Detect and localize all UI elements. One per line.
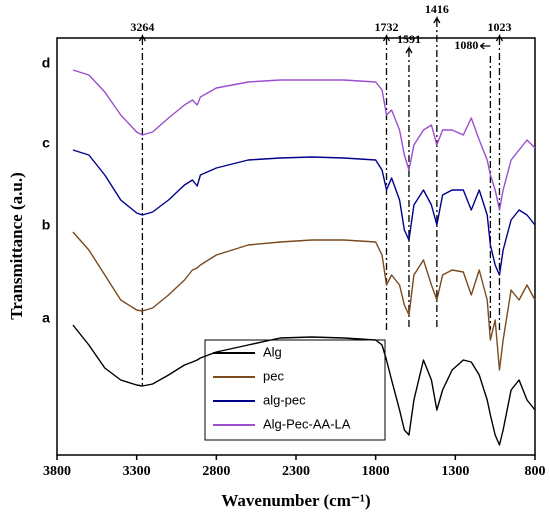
legend-box: [204, 339, 386, 441]
peak-label: 1080: [454, 38, 478, 52]
x-axis-label: Wavenumber (cm⁻¹): [221, 491, 370, 510]
x-tick-label: 2300: [282, 464, 310, 479]
series-line: [72, 69, 536, 211]
curve-label: d: [42, 55, 51, 71]
legend-label: alg-pec: [263, 392, 306, 407]
series-line: [72, 324, 536, 446]
peak-label: 1023: [487, 20, 511, 34]
x-tick-label: 2800: [202, 464, 230, 479]
x-tick-label: 1300: [441, 464, 469, 479]
peak-label: 1416: [425, 2, 449, 16]
series-line: [72, 149, 536, 276]
peak-arrow: [382, 33, 391, 42]
peak-arrow: [479, 42, 491, 50]
peak-arrow: [405, 45, 413, 54]
peak-label: 3264: [130, 20, 154, 34]
x-tick-label: 1800: [362, 464, 390, 479]
peak-arrow: [495, 33, 504, 42]
peak-arrow: [433, 15, 441, 24]
x-tick-label: 3300: [123, 464, 151, 479]
legend-label: Alg-Pec-AA-LA: [263, 416, 351, 431]
legend-label: pec: [263, 368, 284, 383]
x-tick-label: 800: [525, 464, 546, 479]
peak-arrow: [138, 33, 146, 42]
series-line: [72, 231, 536, 371]
curve-label: b: [42, 217, 51, 233]
legend: Alg pec alg-pec Alg-Pec-AA-LA: [204, 339, 386, 441]
peak-label: 1732: [375, 20, 399, 34]
y-axis-label: Transmittance (a.u.): [7, 172, 26, 319]
peak-label: 1591: [397, 32, 421, 46]
legend-label: Alg: [263, 344, 282, 359]
x-tick-label: 3800: [43, 464, 71, 479]
curve-label: a: [42, 310, 50, 326]
curve-label: c: [42, 135, 50, 151]
